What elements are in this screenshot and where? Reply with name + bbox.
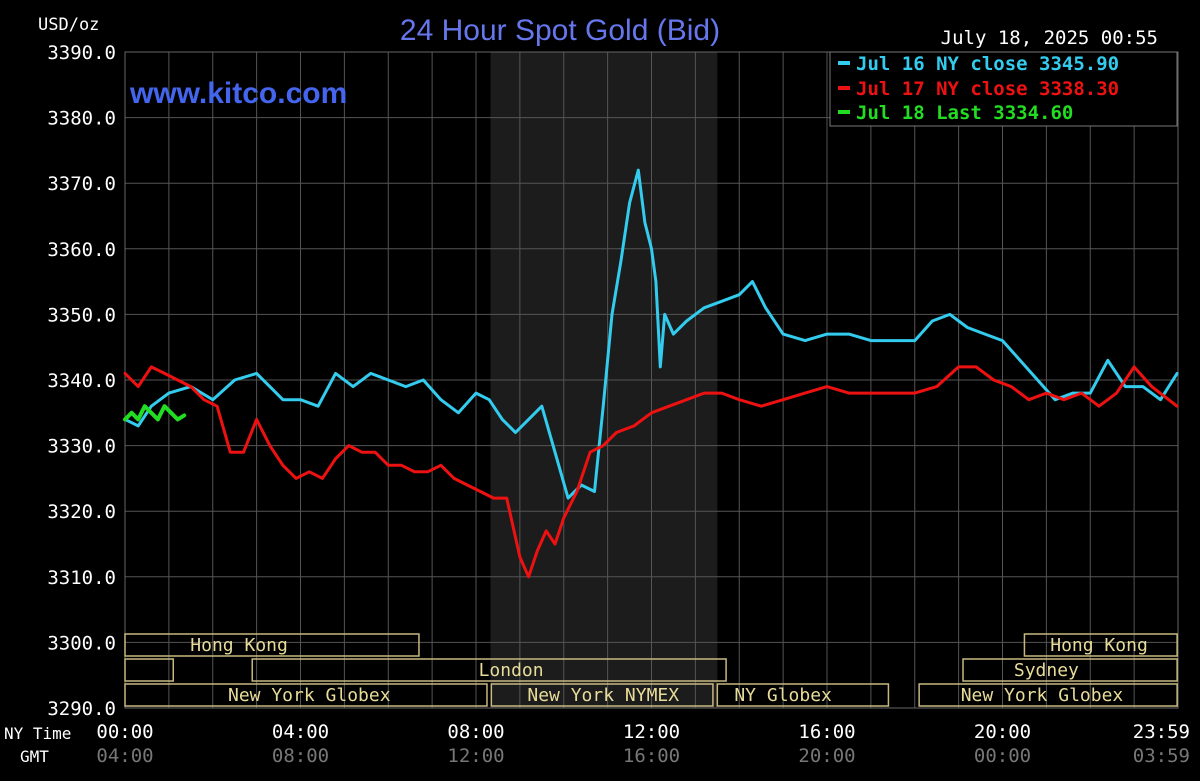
y-tick-label: 3390.0 [47,42,116,64]
series-line-jul18 [123,404,187,422]
y-tick-label: 3320.0 [47,501,116,523]
legend: Jul 16 NY close 3345.90 Jul 17 NY close … [829,51,1178,127]
session-bar [124,633,420,657]
x-tick-label-gmt: 04:00 [96,745,153,767]
y-tick-label: 3300.0 [47,632,116,654]
x-tick-labels: 00:0004:0004:0008:0008:0012:0012:0016:00… [96,721,1190,767]
x-tick-label-gmt: 16:00 [623,745,680,767]
x-axis-gmt-label: GMT [20,747,49,766]
session-bar [962,658,1178,682]
session-bar [124,683,488,707]
y-tick-label: 3360.0 [47,239,116,261]
x-tick-label-gmt: 03:59 [1133,745,1190,767]
x-tick-label-gmt: 00:00 [974,745,1031,767]
y-tick-label: 3290.0 [47,698,116,720]
session-label: New York NYMEX [527,685,679,706]
chart-title: 24 Hour Spot Gold (Bid) [400,14,720,47]
series-line-jul17 [123,365,1179,579]
x-tick-label-ny: 08:00 [447,721,504,743]
session-bar [716,683,890,707]
legend-box [829,51,1178,127]
session-label: New York Globex [228,685,391,706]
y-tick-label: 3380.0 [47,108,116,130]
x-tick-label-ny: 00:00 [96,721,153,743]
y-tick-label: 3310.0 [47,567,116,589]
x-tick-label-ny: 16:00 [798,721,855,743]
session-label: Hong Kong [1050,635,1148,656]
x-axis-ny-label: NY Time [4,724,71,743]
legend-swatch-jul18 [838,110,850,114]
y-tick-label: 3350.0 [47,304,116,326]
session-bar [1023,633,1178,657]
session-label: NY Globex [734,685,832,706]
legend-entry-jul17: Jul 17 NY close 3338.30 [856,78,1119,100]
session-label: Hong Kong [190,635,288,656]
gridlines [124,51,1179,709]
y-tick-label: 3340.0 [47,370,116,392]
y-tick-label: 3330.0 [47,436,116,458]
session-bar [490,683,714,707]
x-tick-label-ny: 04:00 [272,721,329,743]
series-line-jul16 [123,168,1179,500]
x-tick-label-gmt: 12:00 [447,745,504,767]
x-tick-label-ny: 20:00 [974,721,1031,743]
session-label: London [479,660,544,681]
legend-entry-jul18: Jul 18 Last 3334.60 [856,102,1073,124]
session-label: New York Globex [961,685,1124,706]
x-tick-label-gmt: 20:00 [798,745,855,767]
x-tick-label-ny: 12:00 [623,721,680,743]
unit-label: USD/oz [38,15,99,35]
market-sessions: Hong Kong London New York Globex New York N… [124,633,1178,707]
y-tick-label: 3370.0 [47,173,116,195]
timestamp: July 18, 2025 00:55 [941,27,1158,49]
session-label: Sydney [1014,660,1079,681]
watermark: www.kitco.com [129,77,347,110]
session-bar [124,658,175,682]
legend-entry-jul16: Jul 16 NY close 3345.90 [856,53,1119,75]
session-bar [918,683,1178,707]
x-tick-label-ny: 23:59 [1133,721,1190,743]
price-series [123,168,1179,579]
legend-swatch-jul17 [838,86,850,90]
x-tick-label-gmt: 08:00 [272,745,329,767]
legend-swatch-jul16 [838,61,850,65]
session-bar [251,658,727,682]
plot-border [124,51,1179,709]
y-tick-labels: 3390.0 3380.0 3370.0 3360.0 3350.0 3340.0 3330… [47,42,116,720]
